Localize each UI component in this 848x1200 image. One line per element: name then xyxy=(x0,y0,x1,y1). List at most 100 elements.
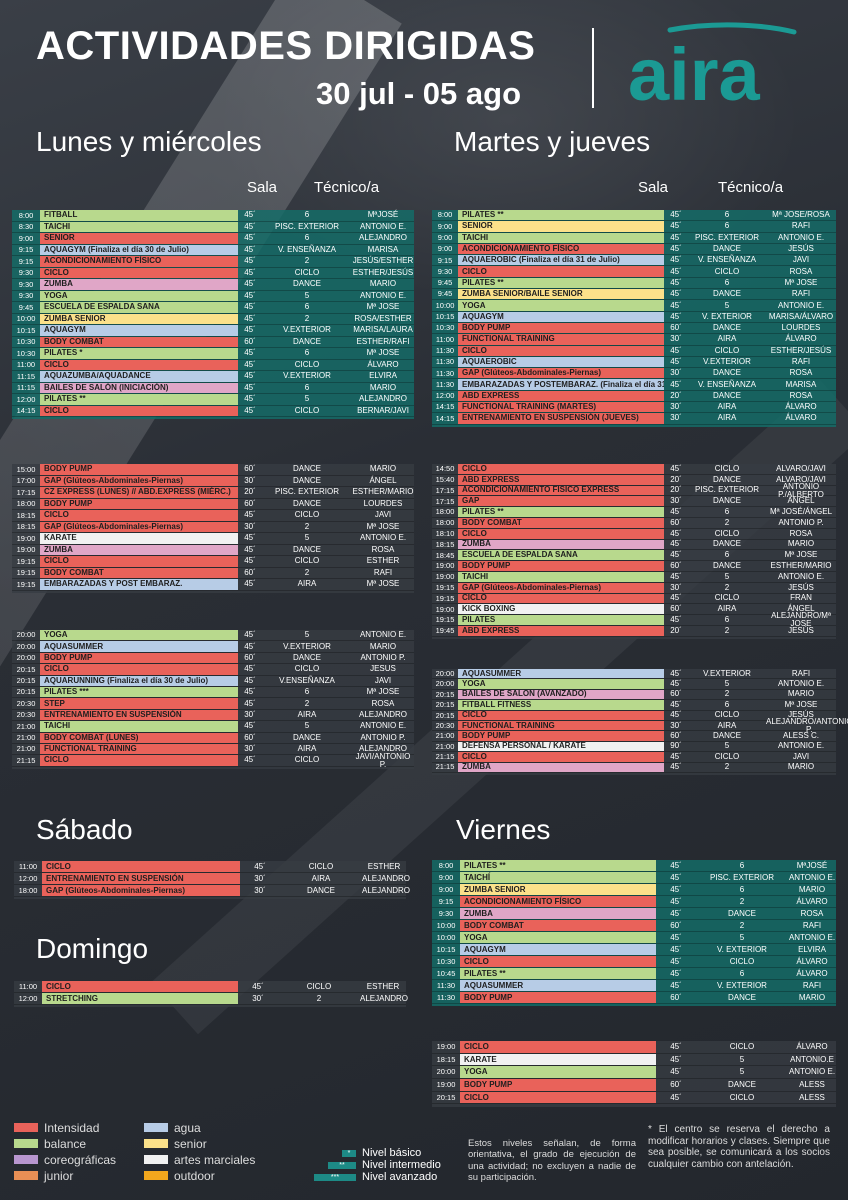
class-room: 5 xyxy=(739,932,745,942)
class-room: CICLO xyxy=(714,593,740,603)
class-row: 11:00 CICLO 45´ CICLO ESTHER xyxy=(14,981,406,993)
class-row: 19:15 CICLO 45´ CICLO FRAN xyxy=(432,593,836,605)
class-room: 2 xyxy=(724,625,730,635)
class-duration: 45´ xyxy=(670,244,682,254)
class-time: 20:15 xyxy=(435,700,455,710)
class-activity: PILATES ** xyxy=(40,394,238,405)
class-instructor: MARIO xyxy=(798,992,826,1002)
class-time: 9:30 xyxy=(18,291,34,300)
class-row: 10:30 BODY PUMP 60´ DANCE LOURDES xyxy=(432,322,836,335)
class-instructor: ANTONIO E. xyxy=(359,221,407,231)
class-row: 19:00 BODY PUMP 60´ DANCE ALESS xyxy=(432,1079,836,1092)
class-activity: FUNCTIONAL TRAINING xyxy=(458,720,664,731)
class-row: 20:30 ENTRENAMIENTO EN SUSPENSIÓN 30´ AIRA A… xyxy=(12,709,414,722)
class-row: 9:00 ZUMBA SENIOR 45´ 6 MARIO xyxy=(432,884,836,896)
class-room: 6 xyxy=(304,210,310,220)
class-activity: ESCUELA DE ESPALDA SANA xyxy=(458,550,664,561)
class-time: 9:00 xyxy=(438,872,454,882)
class-activity: PILATES ** xyxy=(458,507,664,517)
class-row: 19:00 TAICHI 45´ 5 ANTONIO E. xyxy=(432,571,836,583)
class-activity: AQUARUNNING (Finaliza el día 30 de Julio… xyxy=(40,675,238,686)
class-time: 11:30 xyxy=(435,357,455,367)
class-instructor: ANTONIO P./ALBERTO xyxy=(778,481,824,499)
class-instructor: ÁNGEL xyxy=(787,496,815,506)
class-time: 19:00 xyxy=(16,533,36,543)
class-activity: TAICHÍ xyxy=(460,872,656,883)
legend-label: outdoor xyxy=(174,1168,215,1183)
class-room: CICLO xyxy=(729,1041,755,1051)
class-activity: CICLO xyxy=(40,267,238,278)
class-time: 11:00 xyxy=(18,861,38,871)
class-room: V. ENSEÑANZA xyxy=(698,255,756,265)
class-room: CICLO xyxy=(714,463,740,473)
class-room: 6 xyxy=(739,860,745,870)
levels-note: Estos niveles señalan, de forma orientat… xyxy=(468,1138,636,1184)
class-instructor: ROSA xyxy=(789,390,813,400)
class-room: CICLO xyxy=(729,956,755,966)
class-duration: 45´ xyxy=(244,698,256,708)
class-instructor: ÁLVARO xyxy=(796,968,828,978)
class-duration: 20´ xyxy=(670,474,682,484)
class-instructor: MARIO xyxy=(369,279,397,289)
class-time: 11:00 xyxy=(16,360,36,369)
legend-item: agua xyxy=(144,1120,274,1135)
class-duration: 45´ xyxy=(670,463,682,473)
class-room: CICLO xyxy=(714,710,740,720)
section-lunes-miercoles: Lunes y miércoles xyxy=(36,126,262,157)
class-instructor: JAVI xyxy=(792,255,810,265)
class-duration: 45´ xyxy=(670,266,682,276)
class-instructor: ROSA/ESTHER xyxy=(354,313,412,323)
class-duration: 45´ xyxy=(670,956,682,966)
class-activity: ZUMBA xyxy=(458,762,664,772)
class-duration: 45´ xyxy=(244,675,256,685)
class-duration: 45´ xyxy=(670,232,682,242)
class-row: 11:30 CICLO 45´ CICLO ESTHER/JESÚS xyxy=(432,345,836,357)
class-instructor: ALVARO/JAVI xyxy=(776,463,826,473)
class-duration: 45´ xyxy=(670,699,682,709)
class-instructor: ÁNGEL xyxy=(369,475,397,485)
class-time: 19:15 xyxy=(435,582,455,592)
class-activity: GAP xyxy=(458,496,664,507)
schedule-block-dom: 11:00 CICLO 45´ CICLO ESTHER 12:00 STRETCHING 3… xyxy=(14,981,408,1007)
class-instructor: ALEJANDRO xyxy=(362,873,411,883)
class-activity: GAP (Glúteos-Abdominales-Piernas) xyxy=(42,885,240,896)
class-row: 9:45 ZUMBA SENIOR/BAILE SENIOR 45´ DANCE RAF… xyxy=(432,289,836,301)
legend-item: senior xyxy=(144,1136,274,1151)
legend-label: agua xyxy=(174,1120,201,1135)
class-time: 21:00 xyxy=(435,741,455,751)
class-activity: ACONDICIONAMIENTO FÍSICO xyxy=(458,243,664,255)
class-duration: 45´ xyxy=(244,244,256,254)
class-duration: 45´ xyxy=(670,507,682,517)
class-room: DANCE xyxy=(292,464,321,474)
class-row: 17:15 CZ EXPRESS (LUNES) // ABD.EXPRESS (… xyxy=(12,487,414,499)
class-time: 20:15 xyxy=(436,1092,456,1102)
class-time: 15:40 xyxy=(435,474,455,484)
class-room: 6 xyxy=(724,277,730,287)
class-duration: 45´ xyxy=(244,313,256,323)
class-room: PISC. EXTERIOR xyxy=(694,485,759,495)
class-row: 18:15 CICLO 45´ CICLO JAVI xyxy=(12,510,414,522)
class-duration: 45´ xyxy=(670,289,682,299)
class-room: 6 xyxy=(304,687,310,697)
class-instructor: MARIO xyxy=(369,641,397,651)
class-duration: 45´ xyxy=(670,872,682,882)
schedule-block-lm2: 15:00 BODY PUMP 60´ DANCE MARIO 17:00 GAP (Glú… xyxy=(12,464,414,593)
class-row: 19:15 CICLO 45´ CICLO ESTHER xyxy=(12,556,414,568)
class-instructor: ANTONIO E. xyxy=(788,932,836,942)
class-duration: 45´ xyxy=(244,510,256,520)
class-duration: 45´ xyxy=(244,544,256,554)
class-duration: 45´ xyxy=(244,721,256,731)
class-duration: 90´ xyxy=(670,741,682,751)
class-instructor: ANTONIO P. xyxy=(778,517,824,527)
legend-swatch xyxy=(14,1155,38,1164)
category-legend: Intensidad agua balance senior coreográf… xyxy=(14,1120,274,1183)
class-row: 11:00 CICLO 45´ CICLO ÁLVARO xyxy=(12,359,414,371)
class-instructor: MARISA/ÁLVARO xyxy=(768,311,834,321)
class-duration: 45´ xyxy=(670,1092,682,1102)
class-time: 11:15 xyxy=(16,371,36,381)
class-instructor: ESTHER/MARIO xyxy=(352,487,414,497)
class-duration: 45´ xyxy=(254,861,266,871)
class-activity: CICLO xyxy=(458,345,664,356)
class-instructor: Mª JOSE xyxy=(366,687,400,697)
class-duration: 45´ xyxy=(244,325,256,335)
